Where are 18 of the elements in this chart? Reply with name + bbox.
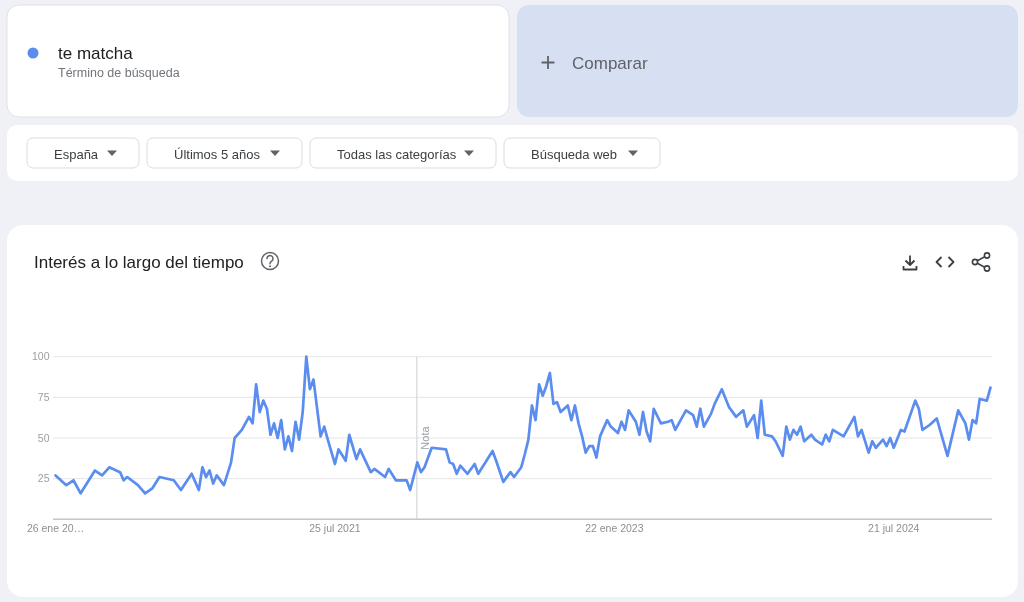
- x-tick-label: 22 ene 2023: [585, 522, 644, 534]
- x-tick-label: 26 ene 20…: [26, 522, 85, 534]
- y-tick-label: 100: [31, 350, 50, 363]
- text: España: [54, 146, 99, 162]
- text: Término de búsqueda: [58, 66, 180, 80]
- x-tick-label: 21 jul 2024: [868, 522, 920, 534]
- ref-line-label: Nota: [418, 425, 431, 450]
- y-tick-label: 25: [37, 472, 50, 485]
- text: Búsqueda web: [531, 146, 618, 162]
- line-series: [54, 355, 992, 495]
- text: Últimos 5 años: [174, 146, 261, 162]
- chart-title: Interés a lo largo del tiempo: [34, 253, 244, 272]
- x-tick-label: 25 jul 2021: [309, 522, 361, 534]
- legend-label: te matcha: [58, 44, 134, 63]
- y-tick-label: 75: [37, 390, 50, 403]
- text: Todas las categorías: [337, 146, 457, 162]
- y-tick-label: 50: [37, 431, 50, 444]
- text: Comparar: [572, 53, 648, 73]
